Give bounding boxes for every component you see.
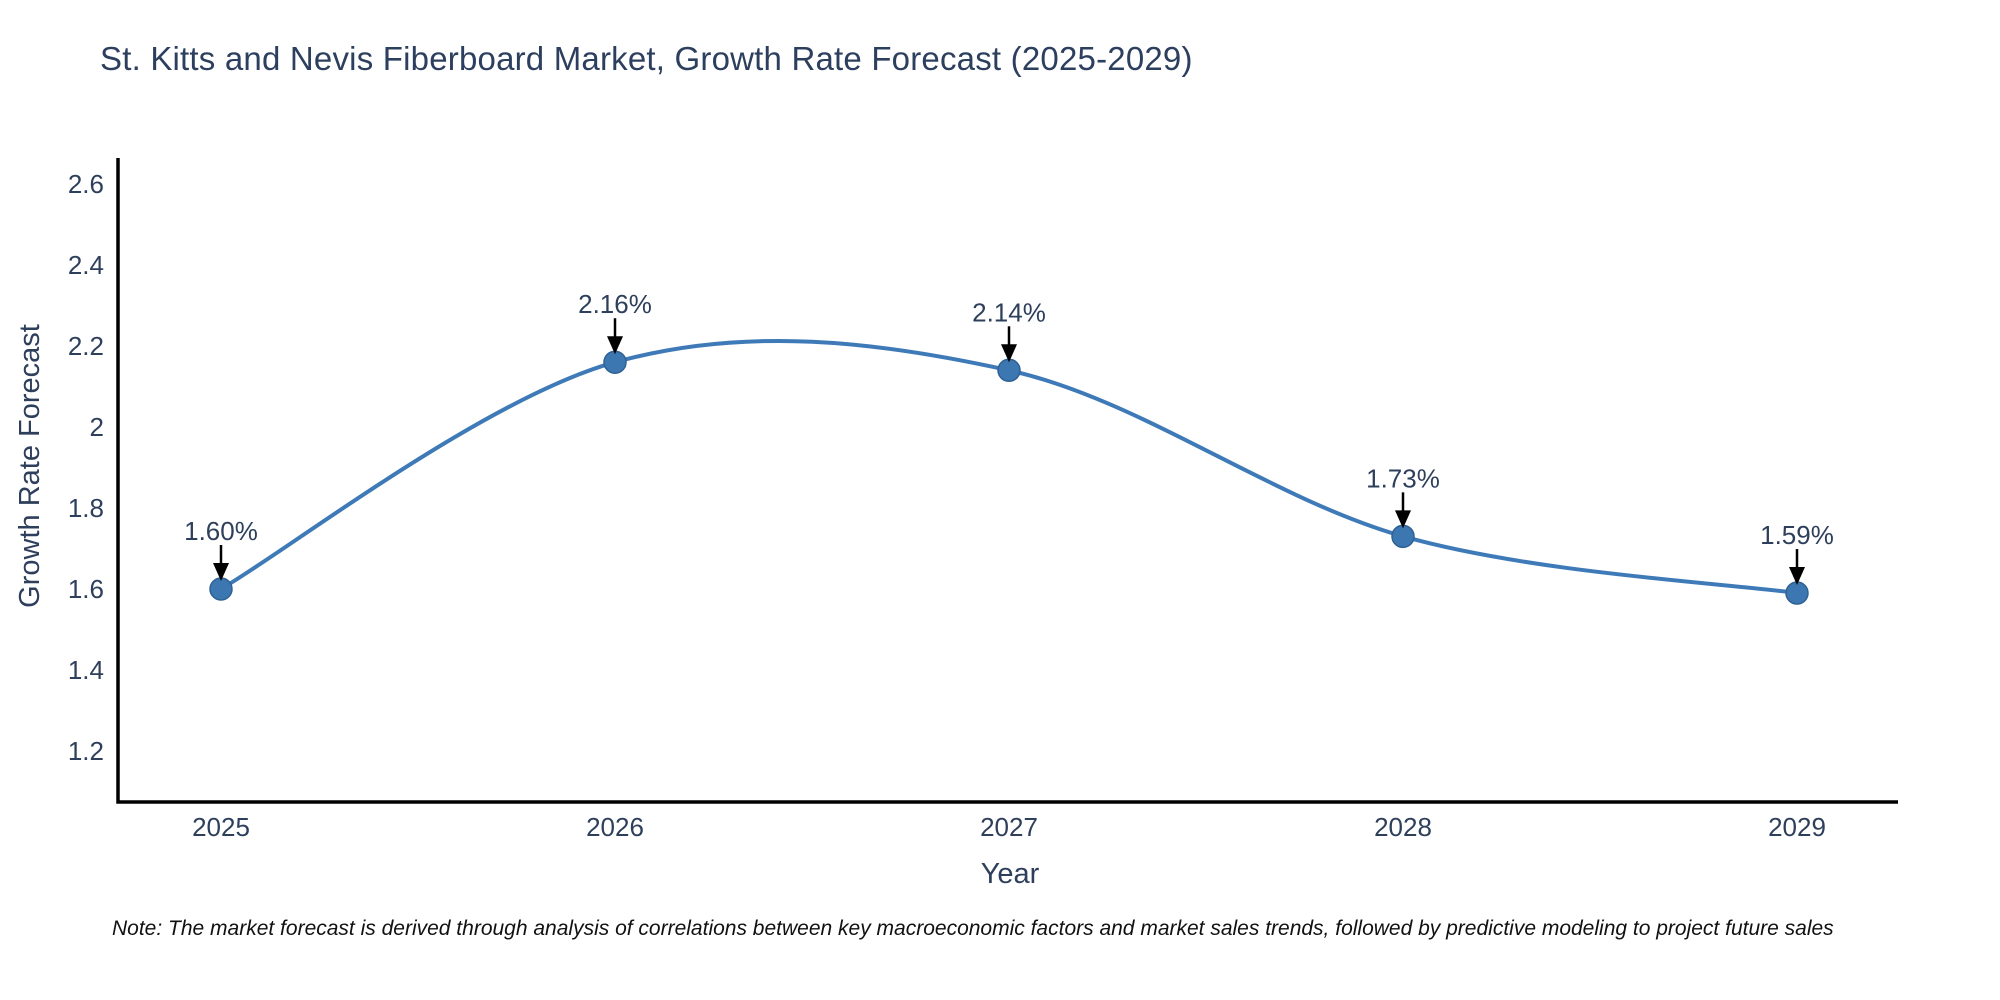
y-tick-label: 2.4 (68, 250, 104, 280)
x-tick-label: 2028 (1374, 812, 1432, 842)
x-tick-label: 2027 (980, 812, 1038, 842)
annotation-arrow-head-icon (213, 563, 229, 581)
x-axis-title: Year (980, 858, 1040, 890)
y-tick-label: 1.8 (68, 493, 104, 523)
annotation-arrow-head-icon (607, 336, 623, 355)
data-point-marker (1391, 524, 1415, 549)
annotation-label: 1.73% (1366, 463, 1440, 493)
annotation-label: 1.59% (1760, 520, 1834, 550)
annotation-label: 1.60% (184, 516, 258, 546)
data-point-marker (209, 577, 233, 601)
annotation-arrow-head-icon (1395, 510, 1411, 529)
data-point-marker (603, 350, 627, 374)
y-tick-label: 2.2 (68, 331, 104, 361)
data-point-marker (997, 358, 1021, 383)
x-tick-label: 2025 (192, 812, 250, 842)
y-axis-title: Growth Rate Forecast (14, 324, 46, 608)
y-tick-label: 1.6 (68, 574, 104, 604)
annotation-arrow-head-icon (1001, 344, 1017, 363)
data-point-marker (1785, 581, 1809, 605)
x-tick-label: 2026 (586, 812, 644, 842)
y-tick-label: 1.4 (68, 655, 104, 685)
x-tick-label: 2029 (1768, 812, 1826, 842)
annotation-label: 2.14% (972, 297, 1046, 327)
annotation-label: 2.16% (578, 289, 652, 319)
y-tick-label: 2 (90, 412, 104, 442)
chart-title: St. Kitts and Nevis Fiberboard Market, G… (100, 40, 1193, 77)
axis-lines (116, 158, 1898, 804)
y-tick-label: 1.2 (68, 736, 104, 766)
annotation-arrow-head-icon (1789, 567, 1805, 586)
footnote: Note: The market forecast is derived thr… (112, 917, 1834, 940)
y-tick-label: 2.6 (68, 169, 104, 199)
